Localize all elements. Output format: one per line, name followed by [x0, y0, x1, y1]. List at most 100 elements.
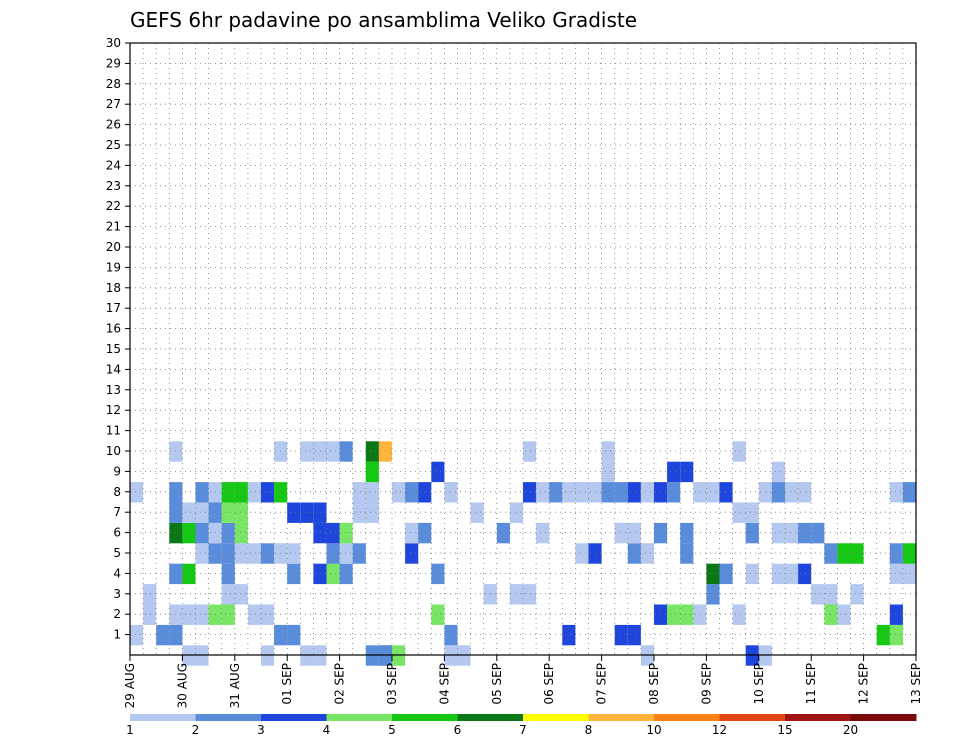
heatmap-cell [601, 482, 615, 503]
heatmap-cell [444, 624, 458, 646]
heatmap-cell [169, 482, 183, 503]
legend-swatch [261, 714, 327, 721]
x-axis: 29 AUG 30 AUG 31 AUG 01 SEP 02 SEP 03 SEP 04 S… [123, 655, 923, 708]
legend-label: 12 [712, 723, 727, 737]
legend-swatch [326, 714, 393, 721]
heatmap-cell [732, 502, 746, 523]
heatmap-cell [326, 563, 340, 585]
heatmap-cell [627, 624, 641, 646]
heatmap-cell [680, 461, 694, 483]
heatmap-cell [261, 543, 275, 564]
heatmap-cell [523, 482, 537, 503]
heatmap-cell [536, 482, 550, 503]
heatmap-cell [247, 604, 261, 625]
heatmap-cell [431, 604, 445, 625]
legend-swatch [719, 714, 786, 721]
x-tick-label: 03 SEP [385, 663, 399, 705]
heatmap-cell [339, 543, 353, 564]
heatmap-cell [732, 604, 746, 625]
heatmap-cell [287, 543, 301, 564]
heatmap-cell [326, 441, 340, 462]
heatmap-cell [850, 543, 864, 564]
heatmap-cell [300, 502, 314, 523]
heatmap-cell [654, 522, 668, 544]
heatmap-cell [392, 482, 406, 503]
heatmap-cell [588, 543, 602, 564]
legend-swatch [392, 714, 458, 721]
heatmap-cell [221, 543, 235, 564]
heatmap-cell [169, 604, 183, 625]
y-tick-label: 10 [106, 444, 121, 458]
x-tick-label: 31 AUG [228, 663, 242, 708]
heatmap-cell [614, 624, 628, 646]
legend-label: 6 [454, 723, 462, 737]
heatmap-cell [889, 563, 903, 585]
heatmap-cell [889, 482, 903, 503]
heatmap-cell [706, 482, 720, 503]
heatmap-cell [418, 482, 432, 503]
heatmap-cell [732, 441, 746, 462]
y-tick-label: 16 [106, 322, 121, 336]
heatmap-cell [156, 624, 170, 646]
heatmap-cell [378, 441, 392, 462]
heatmap-cell [352, 482, 366, 503]
heatmap-cell [221, 482, 235, 503]
heatmap-cell [208, 482, 222, 503]
y-tick-label: 2 [113, 607, 121, 621]
legend-swatch [654, 714, 720, 721]
heatmap-cell [876, 624, 890, 646]
heatmap-cell [680, 604, 694, 625]
heatmap-cell [339, 563, 353, 585]
heatmap-cell [575, 482, 589, 503]
heatmap-cell [221, 502, 235, 523]
y-tick-label: 18 [106, 281, 121, 295]
heatmap-cell [470, 502, 484, 523]
heatmap-cell [169, 502, 183, 523]
x-tick-label: 01 SEP [280, 663, 294, 705]
heatmap-cell [785, 563, 799, 585]
heatmap-cell [313, 502, 327, 523]
heatmap-cell [234, 482, 248, 503]
heatmap-cell [549, 482, 563, 503]
heatmap-cell [693, 482, 707, 503]
heatmap-cell [261, 604, 275, 625]
heatmap-cell [247, 543, 261, 564]
heatmap-cell [523, 441, 537, 462]
x-tick-label: 05 SEP [490, 663, 504, 705]
heatmap-cell [902, 563, 916, 585]
grid-lines [130, 43, 916, 655]
legend-label: 15 [777, 723, 792, 737]
y-tick-label: 22 [106, 199, 121, 213]
x-tick-label: 11 SEP [804, 663, 818, 705]
x-tick-label: 12 SEP [857, 663, 871, 705]
y-tick-label: 29 [106, 56, 121, 70]
heatmap-cell [195, 482, 209, 503]
heatmap-cell [208, 543, 222, 564]
heatmap-cell [536, 522, 550, 544]
legend-label: 5 [388, 723, 396, 737]
heatmap-cell [811, 522, 825, 544]
y-tick-label: 23 [106, 179, 121, 193]
heatmap-cell [824, 584, 838, 605]
heatmap-cell [654, 604, 668, 625]
legend-label: 4 [323, 723, 331, 737]
heatmap-cell [274, 543, 288, 564]
heatmap-cell [706, 563, 720, 585]
heatmap-cell [313, 563, 327, 585]
y-tick-label: 30 [106, 36, 121, 50]
heatmap-cell [130, 482, 144, 503]
x-tick-label: 29 AUG [123, 663, 137, 708]
legend-swatch [457, 714, 524, 721]
heatmap-cell [143, 604, 157, 625]
heatmap-cell [798, 482, 812, 503]
heatmap-cell [221, 604, 235, 625]
heatmap-cell [771, 563, 785, 585]
y-tick-label: 6 [113, 526, 121, 540]
heatmap-cell [195, 522, 209, 544]
y-tick-label: 17 [106, 301, 121, 315]
x-tick-label: 06 SEP [542, 663, 556, 705]
y-tick-label: 3 [113, 587, 121, 601]
heatmap-cell [719, 563, 733, 585]
heatmap-cell [195, 604, 209, 625]
